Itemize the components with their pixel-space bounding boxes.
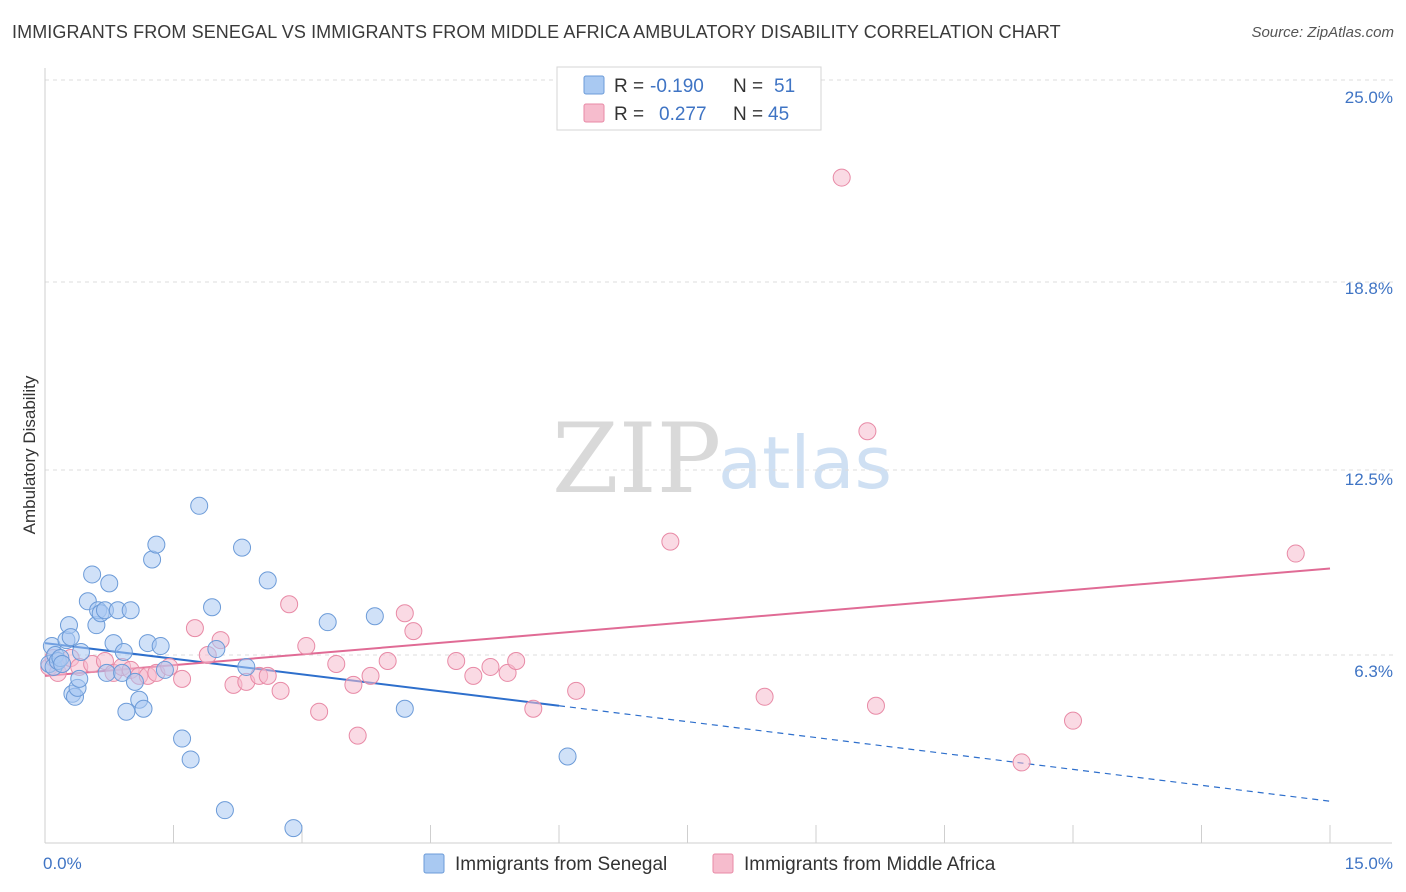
data-point-senegal — [365, 607, 384, 626]
data-point-middle-africa — [1064, 711, 1082, 730]
grid-lines — [45, 79, 1395, 656]
data-point-senegal — [318, 613, 337, 632]
data-point-senegal — [113, 663, 132, 682]
data-point-senegal — [284, 819, 303, 838]
bottom-legend-label-middle-africa: Immigrants from Middle Africa — [744, 854, 996, 875]
legend-n-value-2: 45 — [768, 104, 789, 125]
data-point-senegal — [151, 637, 170, 656]
data-point-middle-africa — [661, 532, 680, 551]
y-tick-label: 18.8% — [1345, 279, 1393, 298]
data-point-senegal — [173, 729, 192, 748]
x-tick-label: 15.0% — [1345, 854, 1393, 873]
data-point-middle-africa — [258, 666, 277, 685]
watermark: ZIP atlas — [552, 403, 892, 515]
y-axis-label: Ambulatory Disability — [20, 375, 39, 534]
trend-line-middle-africa — [44, 567, 1331, 677]
data-point-senegal — [233, 538, 252, 557]
data-point-senegal — [114, 643, 133, 662]
data-point-senegal — [134, 699, 153, 718]
data-point-senegal — [71, 643, 90, 662]
data-point-senegal — [203, 598, 222, 617]
data-point-senegal — [190, 496, 209, 515]
data-point-middle-africa — [447, 651, 466, 670]
data-point-middle-africa — [348, 726, 367, 745]
correlation-legend: R = -0.190 N = 51 R = 0.277 N = 45 — [556, 66, 822, 131]
y-tick-label: 12.5% — [1345, 470, 1393, 489]
data-point-middle-africa — [280, 595, 299, 614]
data-point-senegal — [125, 672, 144, 691]
data-point-middle-africa — [378, 651, 397, 670]
data-point-senegal — [121, 601, 140, 620]
x-tick-label: 0.0% — [43, 854, 82, 873]
data-point-middle-africa — [507, 651, 526, 670]
data-point-middle-africa — [464, 666, 483, 685]
legend-n-label-2: N = — [733, 104, 763, 125]
data-point-senegal — [117, 702, 136, 721]
data-point-middle-africa — [1012, 753, 1031, 772]
data-point-middle-africa — [866, 696, 885, 715]
legend-r-value-1: -0.190 — [650, 76, 704, 97]
data-point-senegal — [143, 550, 162, 569]
data-point-middle-africa — [185, 619, 204, 638]
legend-r-label-2: R = — [614, 104, 644, 125]
data-point-middle-africa — [404, 622, 423, 641]
data-point-senegal — [61, 628, 80, 647]
x-axis-ticks — [44, 825, 1331, 843]
data-point-senegal — [147, 535, 166, 554]
series-legend: Immigrants from Senegal Immigrants from … — [423, 853, 996, 875]
legend-swatch-middle-africa — [583, 103, 605, 123]
data-point-middle-africa — [344, 675, 363, 694]
data-point-senegal — [97, 663, 116, 682]
data-point-senegal — [181, 750, 200, 769]
bottom-legend-label-senegal: Immigrants from Senegal — [455, 854, 667, 875]
bottom-legend-swatch-senegal — [423, 853, 445, 874]
data-point-middle-africa — [271, 681, 290, 700]
data-point-senegal — [558, 747, 577, 766]
watermark-zip: ZIP — [552, 403, 721, 515]
series-senegal-points — [40, 496, 577, 838]
trend-line-senegal-extrapolated — [558, 705, 1331, 802]
data-point-middle-africa — [1286, 544, 1305, 563]
data-point-senegal — [207, 640, 226, 659]
y-tick-label: 6.3% — [1354, 662, 1393, 681]
data-point-senegal — [70, 669, 89, 688]
data-point-senegal — [237, 657, 256, 676]
x-axis-tick-labels: 0.0% 15.0% — [43, 854, 1393, 873]
bottom-legend-swatch-middle-africa — [712, 853, 734, 874]
data-point-middle-africa — [173, 669, 192, 688]
data-point-middle-africa — [858, 422, 877, 441]
data-point-middle-africa — [297, 637, 316, 656]
chart-source: Source: ZipAtlas.com — [1251, 24, 1394, 41]
data-point-middle-africa — [310, 702, 329, 721]
data-point-senegal — [215, 801, 234, 820]
legend-n-label-1: N = — [733, 76, 763, 97]
data-point-senegal — [395, 699, 414, 718]
data-point-middle-africa — [395, 604, 414, 623]
data-point-middle-africa — [361, 666, 380, 685]
data-point-middle-africa — [327, 654, 346, 673]
legend-n-value-1: 51 — [774, 76, 795, 97]
y-tick-label: 25.0% — [1345, 88, 1393, 107]
chart-title: IMMIGRANTS FROM SENEGAL VS IMMIGRANTS FR… — [12, 22, 1061, 42]
data-point-middle-africa — [755, 687, 774, 706]
legend-r-label-1: R = — [614, 76, 644, 97]
data-point-middle-africa — [832, 168, 851, 187]
data-point-senegal — [100, 574, 119, 593]
data-point-middle-africa — [567, 681, 586, 700]
data-point-senegal — [155, 660, 174, 679]
axes — [44, 68, 1392, 844]
data-point-middle-africa — [524, 699, 543, 718]
data-point-middle-africa — [481, 657, 500, 676]
y-axis-tick-labels: 6.3% 12.5% 18.8% 25.0% — [1345, 88, 1393, 681]
data-point-senegal — [258, 571, 277, 590]
data-point-senegal — [83, 565, 102, 584]
legend-r-value-2: 0.277 — [659, 104, 707, 125]
legend-swatch-senegal — [583, 75, 605, 95]
data-point-senegal — [53, 654, 72, 673]
